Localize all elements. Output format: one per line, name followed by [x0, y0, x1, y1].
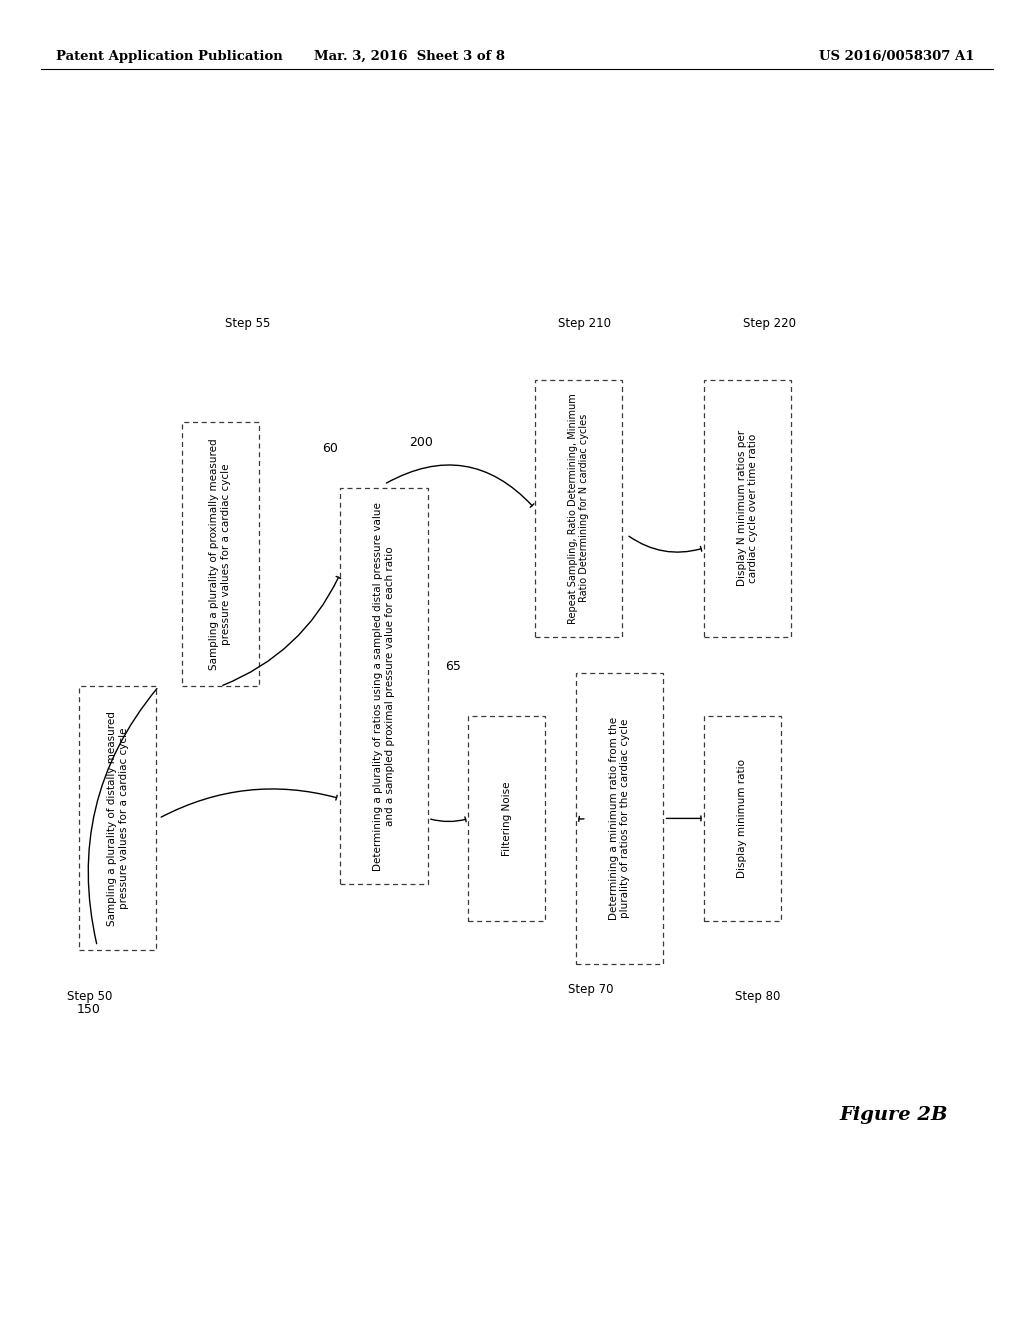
Text: Step 220: Step 220: [743, 317, 797, 330]
Text: Sampling a plurality of distally measured
pressure values for a cardiac cycle: Sampling a plurality of distally measure…: [106, 711, 129, 925]
Text: 150: 150: [77, 1003, 100, 1016]
Bar: [705, 715, 780, 921]
Text: 65: 65: [445, 660, 462, 673]
Text: 60: 60: [323, 442, 339, 455]
Bar: [535, 380, 622, 638]
Bar: [182, 422, 258, 686]
Text: Step 50: Step 50: [67, 990, 112, 1003]
Bar: [469, 715, 545, 921]
Text: Step 70: Step 70: [568, 983, 613, 997]
Text: Sampling a plurality of proximally measured
pressure values for a cardiac cycle: Sampling a plurality of proximally measu…: [209, 438, 231, 671]
Bar: [575, 673, 664, 964]
Text: Repeat Sampling, Ratio Determining, Minimum
Ratio Determining for N cardiac cycl: Repeat Sampling, Ratio Determining, Mini…: [567, 393, 590, 623]
Text: Step 55: Step 55: [225, 317, 270, 330]
Text: Step 210: Step 210: [558, 317, 611, 330]
Text: Figure 2B: Figure 2B: [840, 1106, 948, 1125]
Text: US 2016/0058307 A1: US 2016/0058307 A1: [819, 50, 975, 63]
Text: Determining a minimum ratio from the
plurality of ratios for the cardiac cycle: Determining a minimum ratio from the plu…: [608, 717, 631, 920]
Text: Display N minimum ratios per
cardiac cycle over time ratio: Display N minimum ratios per cardiac cyc…: [736, 430, 759, 586]
Bar: [80, 686, 157, 950]
Bar: [705, 380, 791, 638]
Text: Display minimum ratio: Display minimum ratio: [737, 759, 748, 878]
Text: Step 80: Step 80: [735, 990, 780, 1003]
Text: Mar. 3, 2016  Sheet 3 of 8: Mar. 3, 2016 Sheet 3 of 8: [314, 50, 505, 63]
Text: 200: 200: [410, 436, 433, 449]
Bar: [340, 488, 428, 884]
Text: Patent Application Publication: Patent Application Publication: [56, 50, 283, 63]
Text: Determining a plurality of ratios using a sampled distal pressure value
and a sa: Determining a plurality of ratios using …: [373, 502, 395, 871]
Text: Filtering Noise: Filtering Noise: [502, 781, 512, 855]
